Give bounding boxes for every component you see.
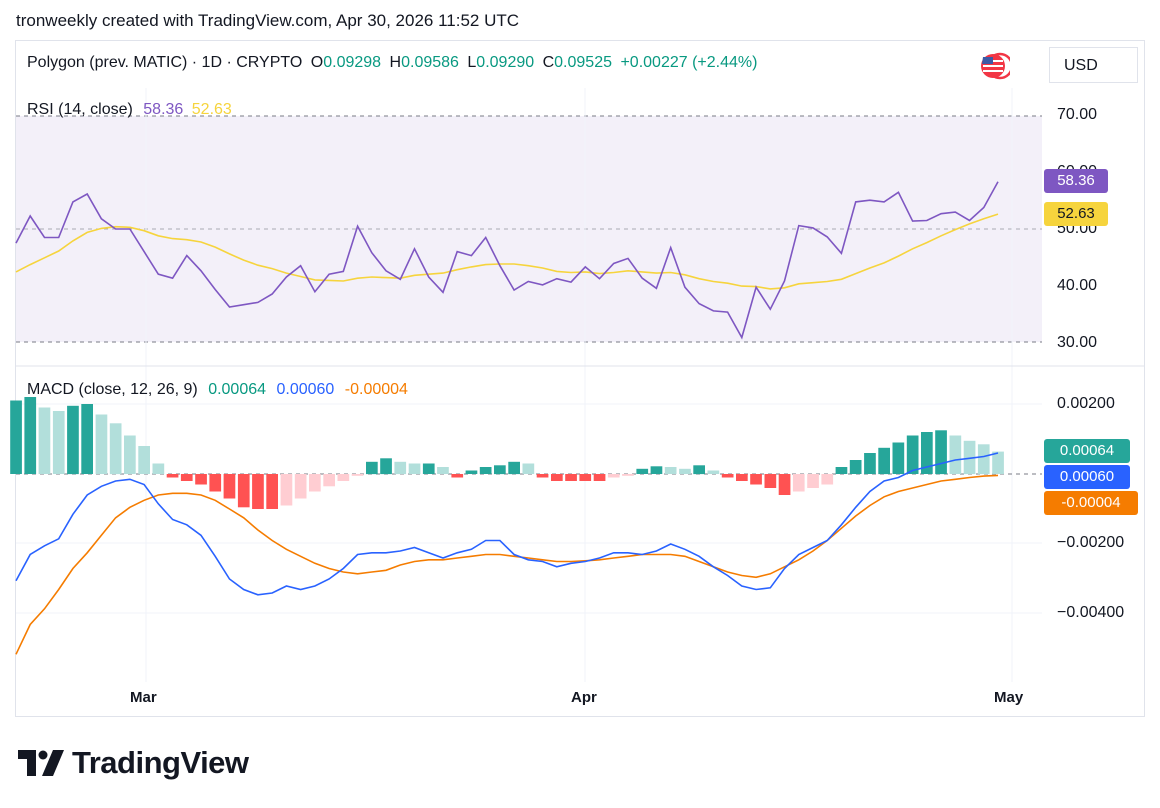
rsi-tick-70: 70.00: [1057, 106, 1098, 123]
macd-tick--0004: −0.00400: [1057, 604, 1125, 621]
macd-hist-badge: 0.00064: [1044, 439, 1130, 463]
rsi-ma-legend-value: 52.63: [191, 101, 232, 118]
tradingview-logo-icon: [18, 750, 64, 776]
high-label: H: [389, 54, 402, 71]
macd-value-badge: 0.00060: [1044, 465, 1130, 489]
macd-title: MACD (close, 12, 26, 9): [27, 381, 198, 398]
open-label: O: [310, 54, 324, 71]
rsi-tick-30: 30.00: [1057, 334, 1098, 351]
rsi-tick-40: 40.00: [1057, 277, 1098, 294]
symbol-name: Polygon (prev. MATIC) · 1D · CRYPTO: [27, 54, 303, 71]
symbol-header: Polygon (prev. MATIC) · 1D · CRYPTO O0.0…: [27, 54, 757, 72]
macd-tick-0002: 0.00200: [1057, 395, 1115, 412]
low-label: L: [467, 54, 477, 71]
open-value: 0.09298: [323, 54, 382, 71]
chart-caption: tronweekly created with TradingView.com,…: [16, 11, 520, 30]
rsi-legend-value: 58.36: [143, 101, 184, 118]
chart-frame: [15, 40, 1145, 717]
rsi-title: RSI (14, close): [27, 101, 133, 118]
low-value: 0.09290: [476, 54, 535, 71]
time-label-apr: Apr: [571, 689, 597, 706]
time-label-mar: Mar: [130, 689, 157, 706]
time-label-may: May: [994, 689, 1024, 706]
currency-selector[interactable]: USD: [1049, 47, 1138, 83]
tradingview-logo[interactable]: TradingView: [18, 744, 249, 782]
close-label: C: [542, 54, 555, 71]
macd-tick--0002: −0.00200: [1057, 534, 1125, 551]
rsi-value-badge: 58.36: [1044, 169, 1108, 193]
macd-legend: MACD (close, 12, 26, 9) 0.00064 0.00060 …: [27, 381, 408, 399]
signal-legend-value: -0.00004: [344, 381, 408, 398]
tradingview-logo-text: TradingView: [72, 745, 249, 780]
macd-hist-legend-value: 0.00064: [208, 381, 267, 398]
signal-value-badge: -0.00004: [1044, 491, 1138, 515]
rsi-ma-value-badge: 52.63: [1044, 202, 1108, 226]
us-flag-icon[interactable]: [980, 51, 1010, 81]
rsi-legend: RSI (14, close) 58.36 52.63: [27, 101, 232, 119]
macd-legend-value: 0.00060: [276, 381, 335, 398]
change-value: +0.00227 (+2.44%): [620, 54, 758, 71]
high-value: 0.09586: [401, 54, 459, 71]
close-value: 0.09525: [554, 54, 612, 71]
